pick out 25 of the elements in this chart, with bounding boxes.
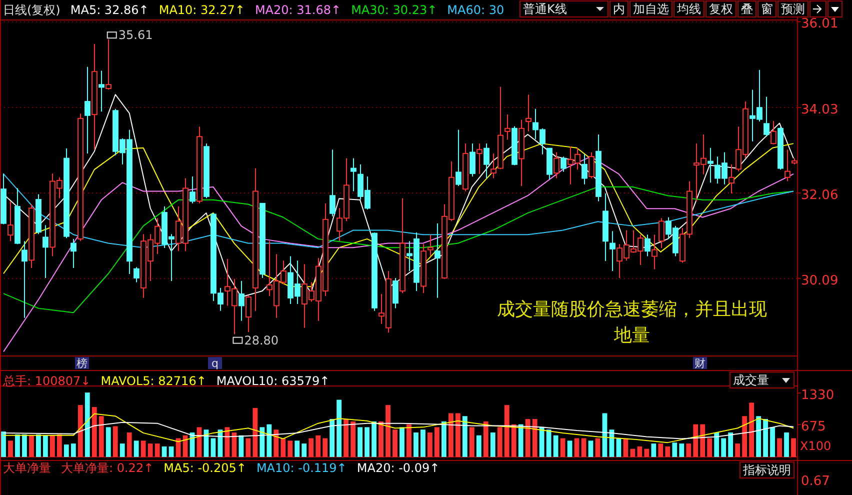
annotation: MA20: -0.09↑ (356, 461, 440, 475)
title: 大单净量 (3, 461, 51, 475)
annotation: 叠 (741, 2, 753, 16)
annotation: 财 (694, 357, 706, 370)
annotation: 窗 (761, 2, 773, 16)
annotation: 35.61 (118, 28, 153, 42)
annotation: 榜 (76, 357, 88, 370)
annotation: 加自选 (633, 2, 669, 16)
annotation: MA5: -0.205↑ (164, 461, 246, 475)
title: 总手: 100807↓ (3, 374, 91, 388)
annotation: 成交量随股价急速萎缩，并且出现地量 (497, 299, 767, 346)
annotation: 指标说明 (743, 463, 791, 477)
title: 日线(复权) (3, 3, 60, 17)
annotation: 普通K线 (523, 2, 567, 16)
annotation: 大单净量: 0.22↑ (61, 461, 154, 475)
annotation: MA10: -0.119↑ (256, 461, 347, 475)
annotation: 28.80 (244, 333, 279, 348)
annotation: 复权 (709, 2, 733, 16)
annotation: 内 (613, 2, 625, 16)
annotation: 0.67 (801, 474, 830, 489)
annotation: 均线 (677, 2, 701, 16)
annotation: q (212, 357, 218, 370)
annotation: X100 (800, 439, 832, 453)
annotation: 成交量 (733, 373, 769, 387)
annotation: 预测 (781, 2, 805, 16)
